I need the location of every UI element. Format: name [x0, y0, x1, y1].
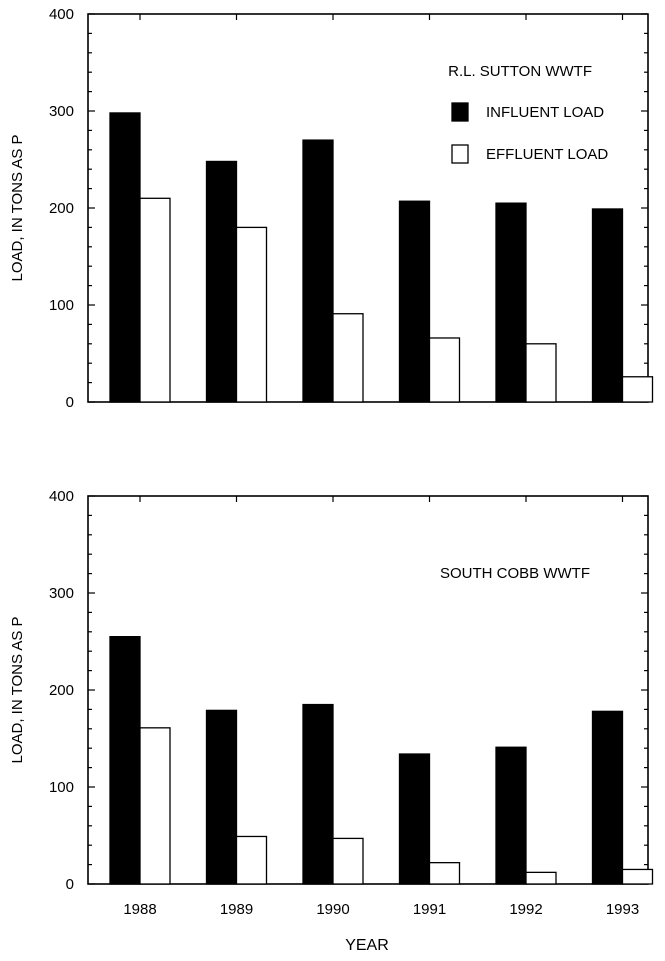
influent-bar — [110, 113, 140, 402]
effluent-bar — [140, 198, 170, 402]
influent-bar — [303, 705, 333, 884]
y-tick-label: 0 — [66, 394, 74, 411]
effluent-bar — [526, 344, 556, 402]
x-axis-label: YEAR — [345, 937, 389, 954]
x-tick-label: 1988 — [123, 901, 156, 918]
effluent-bar — [333, 838, 363, 884]
y-tick-label: 200 — [49, 200, 74, 217]
panel-title: SOUTH COBB WWTF — [440, 565, 590, 582]
x-tick-label: 1990 — [316, 901, 349, 918]
effluent-bar — [430, 338, 460, 402]
influent-bar — [496, 203, 526, 402]
y-tick-label: 100 — [49, 779, 74, 796]
y-tick-label: 100 — [49, 297, 74, 314]
legend-label: EFFLUENT LOAD — [486, 146, 608, 163]
x-tick-label: 1991 — [413, 901, 446, 918]
influent-bar — [593, 209, 623, 402]
y-axis-label: LOAD, IN TONS AS P — [9, 135, 26, 282]
effluent-bar — [623, 377, 653, 402]
y-tick-label: 300 — [49, 103, 74, 120]
effluent-bar — [237, 836, 267, 884]
x-tick-label: 1993 — [606, 901, 639, 918]
legend-swatch — [452, 145, 468, 163]
influent-bar — [207, 161, 237, 402]
y-tick-label: 400 — [49, 6, 74, 23]
influent-bar — [303, 140, 333, 402]
effluent-bar — [430, 863, 460, 884]
x-tick-label: 1992 — [509, 901, 542, 918]
effluent-bar — [526, 872, 556, 884]
effluent-bar — [237, 227, 267, 402]
legend-label: INFLUENT LOAD — [486, 104, 604, 121]
y-tick-label: 200 — [49, 682, 74, 699]
influent-bar — [110, 637, 140, 884]
y-tick-label: 400 — [49, 488, 74, 505]
effluent-bar — [623, 869, 653, 884]
plot-frame — [88, 496, 648, 884]
effluent-bar — [333, 314, 363, 402]
influent-bar — [400, 201, 430, 402]
panel-title: R.L. SUTTON WWTF — [448, 63, 592, 80]
legend-swatch — [452, 103, 468, 121]
y-tick-label: 300 — [49, 585, 74, 602]
influent-bar — [207, 710, 237, 884]
y-axis-label: LOAD, IN TONS AS P — [9, 617, 26, 764]
influent-bar — [496, 747, 526, 884]
x-tick-label: 1989 — [220, 901, 253, 918]
influent-bar — [593, 711, 623, 884]
effluent-bar — [140, 728, 170, 884]
y-tick-label: 0 — [66, 876, 74, 893]
influent-bar — [400, 754, 430, 884]
